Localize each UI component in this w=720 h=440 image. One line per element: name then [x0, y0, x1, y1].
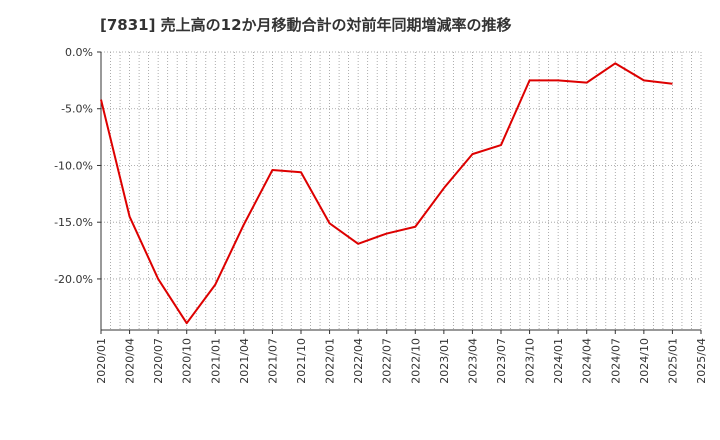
x-tick-label: 2020/04 [124, 338, 137, 384]
x-tick-label: 2024/04 [581, 338, 594, 384]
x-tick-label: 2025/04 [695, 338, 708, 384]
axes [97, 51, 702, 334]
x-tick-label: 2022/10 [409, 338, 422, 384]
x-tick-label: 2021/04 [238, 338, 251, 384]
x-tick-label: 2023/04 [466, 338, 479, 384]
x-tick-label: 2024/10 [638, 338, 651, 384]
y-tick-label: -15.0% [54, 216, 93, 229]
y-tick-label: 0.0% [65, 46, 93, 59]
x-tick-label: 2020/01 [95, 338, 108, 384]
x-tick-label: 2020/10 [181, 338, 194, 384]
x-tick-label: 2023/10 [524, 338, 537, 384]
x-tick-label: 2024/01 [552, 338, 565, 384]
x-tick-label: 2022/04 [352, 338, 365, 384]
y-tick-label: -10.0% [54, 159, 93, 172]
x-tick-label: 2024/07 [609, 338, 622, 384]
x-tick-label: 2020/07 [152, 338, 165, 384]
y-tick-label: -5.0% [61, 103, 93, 116]
y-tick-label: -20.0% [54, 273, 93, 286]
x-tick-label: 2023/07 [495, 338, 508, 384]
x-tick-label: 2021/07 [266, 338, 279, 384]
plot-area [101, 52, 701, 330]
x-tick-label: 2022/07 [381, 338, 394, 384]
series [100, 62, 673, 325]
grid-lines [100, 51, 702, 330]
x-tick-label: 2021/01 [209, 338, 222, 384]
x-tick-label: 2021/10 [295, 338, 308, 384]
chart-title: [7831] 売上高の12か月移動合計の対前年同期増減率の推移 [100, 16, 512, 34]
tick-labels: 0.0% -5.0% -10.0% -15.0% -20.0% 2020/01 2020/0… [54, 46, 708, 384]
x-tick-label: 2025/01 [666, 338, 679, 384]
x-tick-label: 2023/01 [438, 338, 451, 384]
x-tick-label: 2022/01 [324, 338, 337, 384]
